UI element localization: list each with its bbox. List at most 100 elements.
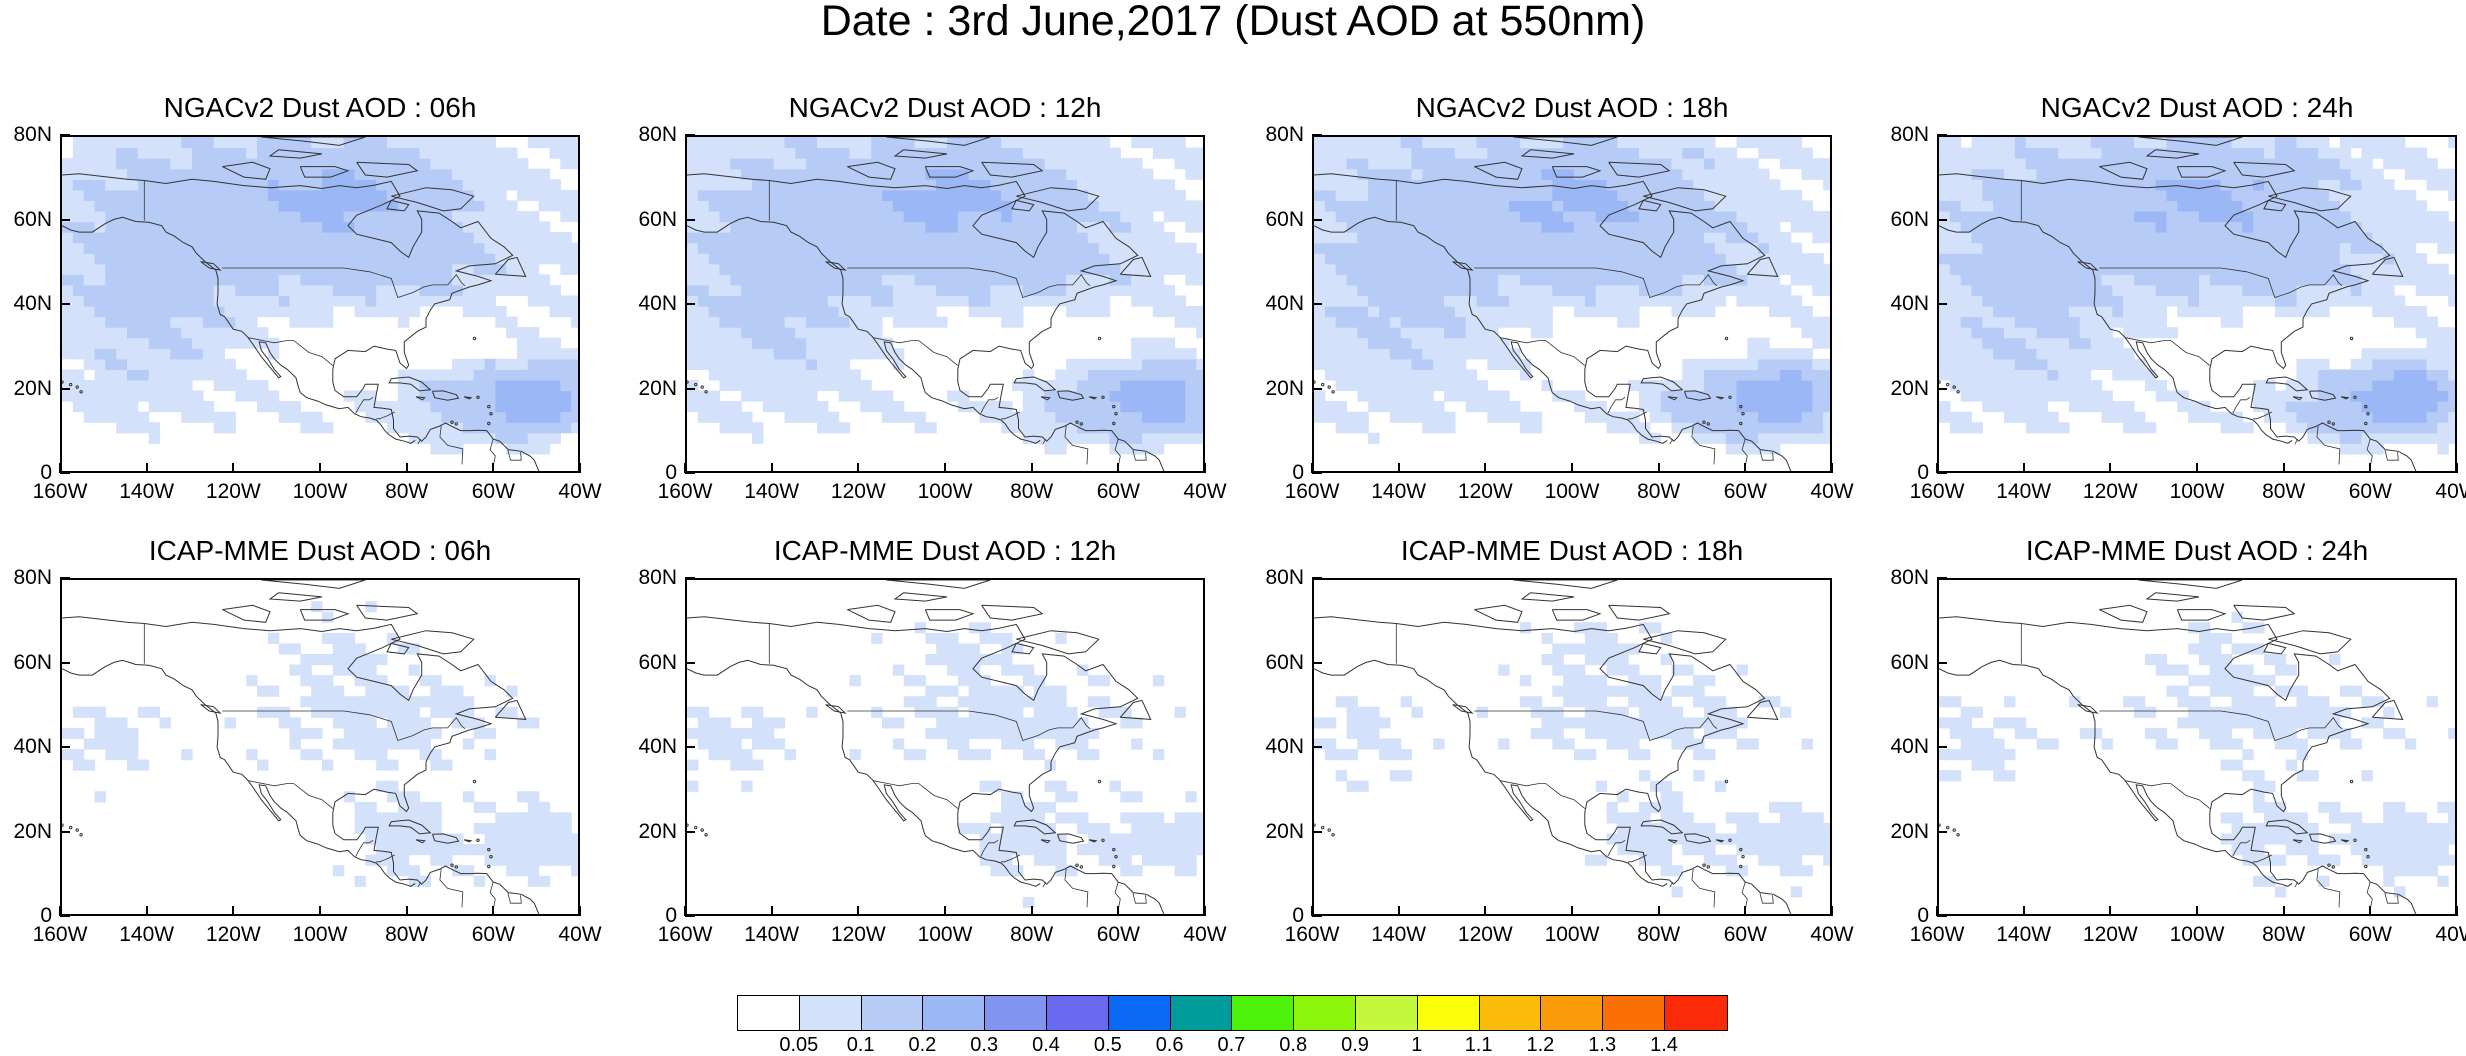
x-tick: [2196, 906, 2198, 916]
coastlines: [62, 580, 540, 914]
x-tick: [2109, 463, 2112, 473]
map-frame: [60, 578, 580, 916]
colorbar-swatch: [1664, 996, 1727, 1030]
x-tick: [1657, 906, 1660, 916]
y-tick-label: 80N: [1265, 123, 1304, 146]
colorbar-swatch: [1232, 996, 1295, 1030]
y-tick: [60, 746, 70, 748]
colorbar-swatch: [1170, 996, 1233, 1030]
x-tick-label: 160W: [657, 923, 713, 946]
x-tick-label: 160W: [1284, 923, 1340, 946]
x-tick-label: 80W: [2262, 480, 2306, 503]
x-tick: [770, 906, 773, 916]
y-tick-label: 0: [40, 461, 52, 484]
y-tick-label: 0: [665, 461, 677, 484]
aod-map: [1314, 580, 1830, 914]
x-tick-label: 120W: [830, 923, 886, 946]
x-tick-label: 60W: [2348, 480, 2392, 503]
x-tick: [492, 463, 495, 473]
aod-cells: [1314, 622, 1830, 898]
x-tick-label: 140W: [1996, 923, 2052, 946]
y-tick-label: 60N: [638, 207, 677, 231]
x-tick-label: 60W: [2348, 923, 2392, 946]
x-tick: [579, 463, 581, 473]
x-tick: [1571, 463, 1573, 473]
coastlines: [62, 137, 540, 471]
map-frame: [1312, 578, 1832, 916]
x-tick: [2369, 463, 2372, 473]
coastlines: [687, 137, 1165, 471]
colorbar-label: 0.6: [1155, 1034, 1184, 1056]
x-tick: [1397, 463, 1400, 473]
x-tick-label: 80W: [2262, 923, 2306, 946]
y-tick-label: 40N: [638, 735, 677, 758]
y-tick: [685, 915, 695, 917]
y-tick-label: 80N: [1265, 566, 1304, 589]
x-tick: [857, 463, 860, 473]
y-tick-label: 80N: [13, 123, 52, 146]
y-tick-label: 40N: [13, 735, 52, 758]
x-tick: [1030, 906, 1033, 916]
x-tick: [1484, 906, 1487, 916]
y-tick-label: 0: [665, 904, 677, 927]
coastlines: [1314, 580, 1792, 914]
x-tick: [1936, 463, 1938, 473]
colorbar-swatch: [1479, 996, 1542, 1030]
x-tick-label: 100W: [2169, 923, 2225, 946]
x-tick-label: 140W: [1371, 923, 1427, 946]
panel-title: ICAP-MME Dust AOD : 24h: [2025, 535, 2369, 566]
y-tick: [1937, 746, 1947, 748]
colorbar-label: 0.2: [908, 1034, 937, 1056]
x-tick-label: 40W: [2435, 923, 2466, 946]
x-tick-label: 100W: [917, 480, 973, 503]
colorbar-label: 1.3: [1588, 1034, 1617, 1056]
y-tick-label: 80N: [13, 566, 52, 589]
x-tick: [2456, 906, 2458, 916]
y-tick-label: 0: [1917, 461, 1929, 484]
y-tick-label: 20N: [638, 376, 677, 400]
y-tick: [1312, 577, 1322, 579]
y-tick: [685, 303, 695, 305]
x-tick-label: 120W: [1457, 480, 1513, 503]
y-tick-label: 0: [40, 904, 52, 927]
y-tick-label: 20N: [13, 819, 52, 843]
y-tick: [685, 577, 695, 579]
colorbar-swatch: [1417, 996, 1480, 1030]
x-tick-label: 40W: [1183, 923, 1227, 946]
y-tick: [1312, 303, 1322, 305]
map-frame: [685, 578, 1205, 916]
x-tick-label: 140W: [119, 923, 175, 946]
x-tick: [1397, 906, 1400, 916]
aod-map: [1939, 137, 2455, 471]
map-frame: [1312, 135, 1832, 473]
x-tick-label: 140W: [119, 480, 175, 503]
x-tick-label: 120W: [205, 480, 261, 503]
y-tick: [60, 387, 70, 390]
aod-cells: [62, 137, 578, 455]
colorbar-label: 0.3: [970, 1034, 999, 1056]
colorbar-label: 0.7: [1217, 1034, 1246, 1056]
y-tick-label: 60N: [1890, 650, 1929, 674]
y-tick-label: 0: [1292, 461, 1304, 484]
y-tick: [1312, 661, 1322, 664]
x-tick: [232, 463, 235, 473]
y-tick: [60, 661, 70, 664]
x-tick-label: 40W: [1810, 480, 1854, 503]
y-tick-label: 60N: [1890, 207, 1929, 231]
x-tick: [770, 463, 773, 473]
y-tick-label: 80N: [1890, 566, 1929, 589]
colorbar-label: 1: [1411, 1034, 1423, 1056]
coastlines: [1314, 137, 1792, 471]
y-tick: [1312, 387, 1322, 390]
x-tick-label: 100W: [917, 923, 973, 946]
x-tick-label: 120W: [830, 480, 886, 503]
y-tick-label: 60N: [13, 650, 52, 674]
x-tick: [684, 463, 686, 473]
panel-title: ICAP-MME Dust AOD : 06h: [148, 535, 492, 566]
y-tick-label: 40N: [1265, 292, 1304, 315]
x-tick-label: 60W: [1723, 480, 1767, 503]
x-tick-label: 160W: [32, 923, 88, 946]
y-tick: [60, 472, 70, 474]
y-tick: [60, 830, 70, 833]
x-tick-label: 160W: [32, 480, 88, 503]
